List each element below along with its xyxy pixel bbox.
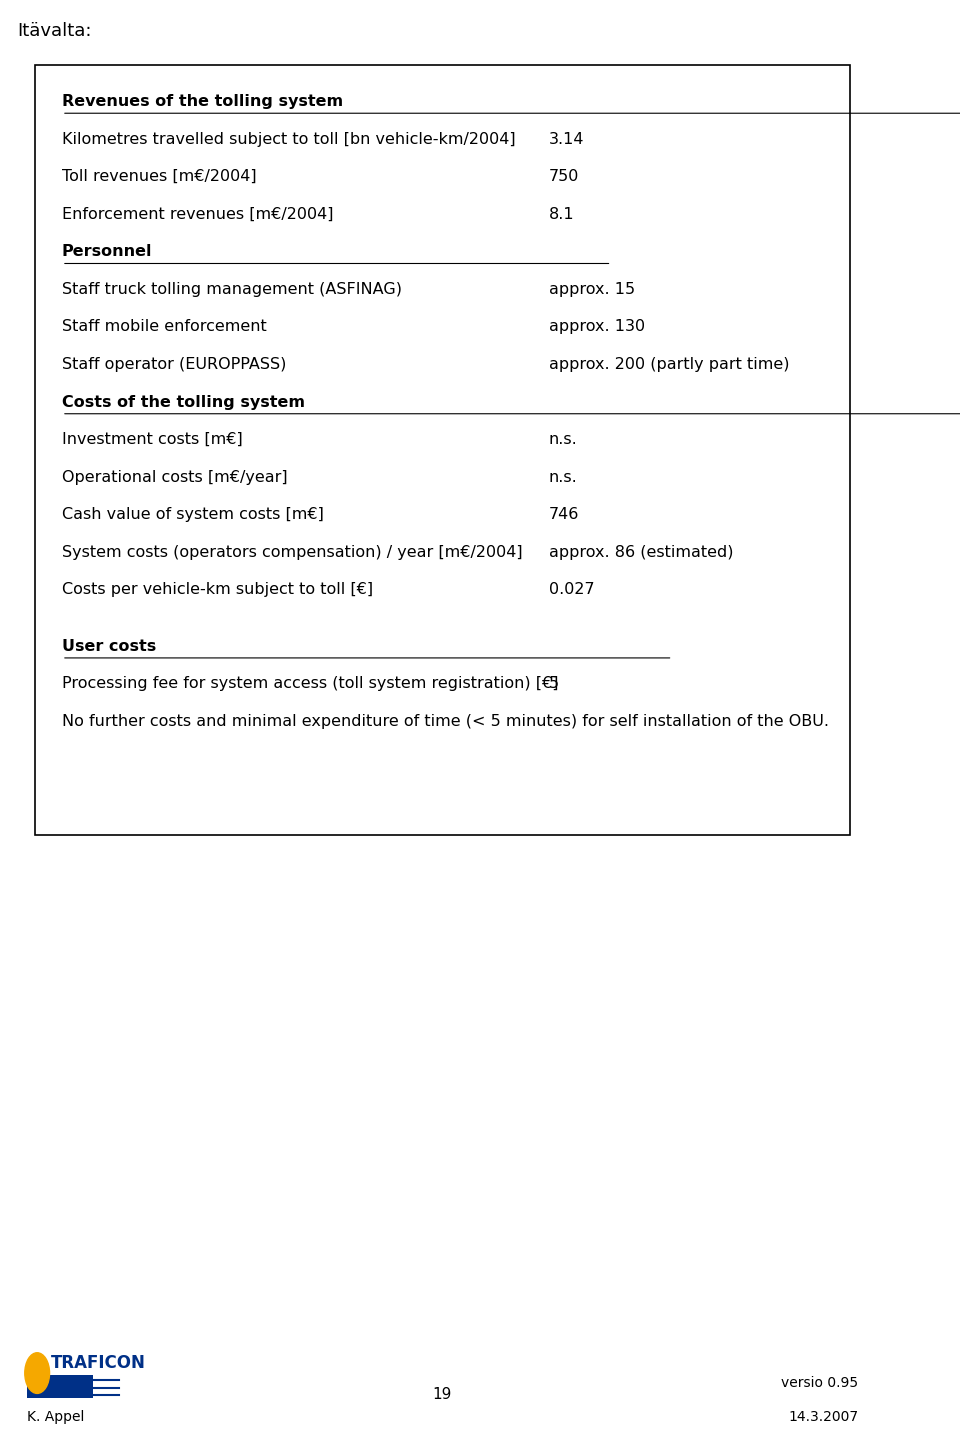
Text: 5: 5	[549, 676, 559, 692]
Text: Revenues of the tolling system: Revenues of the tolling system	[62, 94, 343, 109]
Text: approx. 200 (partly part time): approx. 200 (partly part time)	[549, 357, 789, 372]
Text: 19: 19	[433, 1388, 452, 1402]
Circle shape	[25, 1353, 50, 1393]
Text: Enforcement revenues [m€/2004]: Enforcement revenues [m€/2004]	[62, 206, 333, 222]
Text: Itävalta:: Itävalta:	[17, 22, 92, 39]
Text: K. Appel: K. Appel	[27, 1409, 84, 1424]
Text: approx. 130: approx. 130	[549, 320, 645, 334]
Text: 0.027: 0.027	[549, 583, 594, 597]
Text: TRAFICON: TRAFICON	[51, 1354, 146, 1372]
Text: Kilometres travelled subject to toll [bn vehicle-km/2004]: Kilometres travelled subject to toll [bn…	[62, 132, 516, 147]
Text: Staff operator (EUROPPASS): Staff operator (EUROPPASS)	[62, 357, 286, 372]
Text: Operational costs [m€/year]: Operational costs [m€/year]	[62, 469, 288, 485]
Text: approx. 15: approx. 15	[549, 282, 635, 296]
Text: 750: 750	[549, 169, 579, 185]
Text: System costs (operators compensation) / year [m€/2004]: System costs (operators compensation) / …	[62, 545, 522, 559]
Text: Toll revenues [m€/2004]: Toll revenues [m€/2004]	[62, 169, 256, 185]
Text: 3.14: 3.14	[549, 132, 584, 147]
Text: Staff mobile enforcement: Staff mobile enforcement	[62, 320, 267, 334]
Text: Staff truck tolling management (ASFINAG): Staff truck tolling management (ASFINAG)	[62, 282, 402, 296]
Text: versio 0.95: versio 0.95	[781, 1376, 858, 1391]
Text: Processing fee for system access (toll system registration) [€]: Processing fee for system access (toll s…	[62, 676, 559, 692]
Text: Cash value of system costs [m€]: Cash value of system costs [m€]	[62, 507, 324, 522]
Text: Costs per vehicle-km subject to toll [€]: Costs per vehicle-km subject to toll [€]	[62, 583, 373, 597]
Text: 14.3.2007: 14.3.2007	[788, 1409, 858, 1424]
FancyBboxPatch shape	[27, 1375, 93, 1398]
Text: Personnel: Personnel	[62, 244, 153, 260]
Text: n.s.: n.s.	[549, 432, 577, 448]
FancyBboxPatch shape	[36, 65, 850, 835]
Text: n.s.: n.s.	[549, 469, 577, 485]
Text: Investment costs [m€]: Investment costs [m€]	[62, 432, 243, 448]
Text: User costs: User costs	[62, 639, 156, 654]
Text: 746: 746	[549, 507, 579, 522]
Text: No further costs and minimal expenditure of time (< 5 minutes) for self installa: No further costs and minimal expenditure…	[62, 713, 828, 729]
Text: Costs of the tolling system: Costs of the tolling system	[62, 395, 305, 410]
Text: approx. 86 (estimated): approx. 86 (estimated)	[549, 545, 733, 559]
Text: 8.1: 8.1	[549, 206, 574, 222]
